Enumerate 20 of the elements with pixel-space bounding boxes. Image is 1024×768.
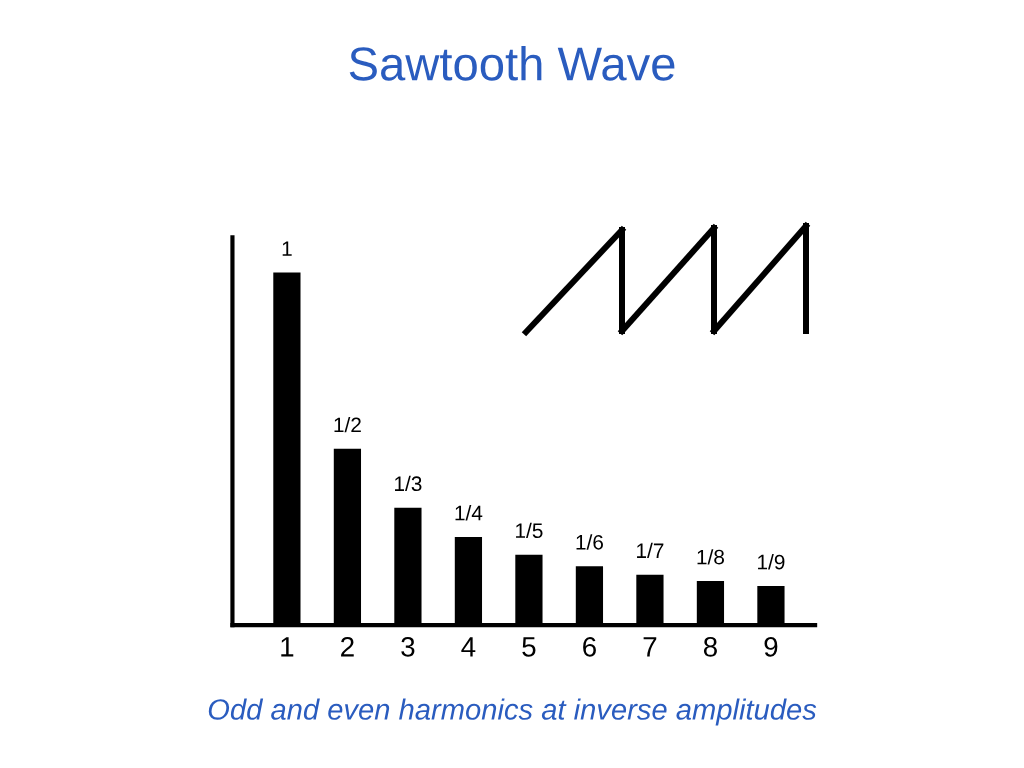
data-label: 1/2 xyxy=(334,416,361,433)
data-label: 1/8 xyxy=(697,549,725,565)
x-tick-label: 9 xyxy=(764,637,778,657)
x-tick-label: 2 xyxy=(341,637,354,657)
chart-title: Sawtooth Wave xyxy=(349,45,675,81)
x-tick-label: 4 xyxy=(461,637,476,657)
data-label: 1/5 xyxy=(516,522,543,539)
x-tick-label: 3 xyxy=(401,637,415,657)
x-tick-label: 5 xyxy=(522,637,536,657)
data-label: 1/3 xyxy=(395,475,422,492)
x-tick-label: 1 xyxy=(281,637,294,657)
data-label: 1 xyxy=(282,241,292,256)
data-label: 1/4 xyxy=(455,505,483,521)
data-label: 1/9 xyxy=(758,554,785,570)
data-label: 1/7 xyxy=(637,542,664,559)
x-tick-label: 7 xyxy=(643,637,657,657)
text: Odd and even harmonics at inverse amplitudes xyxy=(208,698,817,726)
x-tick-label: 6 xyxy=(583,637,596,657)
data-label: 1/6 xyxy=(576,534,603,550)
x-tick-label: 8 xyxy=(703,637,717,657)
